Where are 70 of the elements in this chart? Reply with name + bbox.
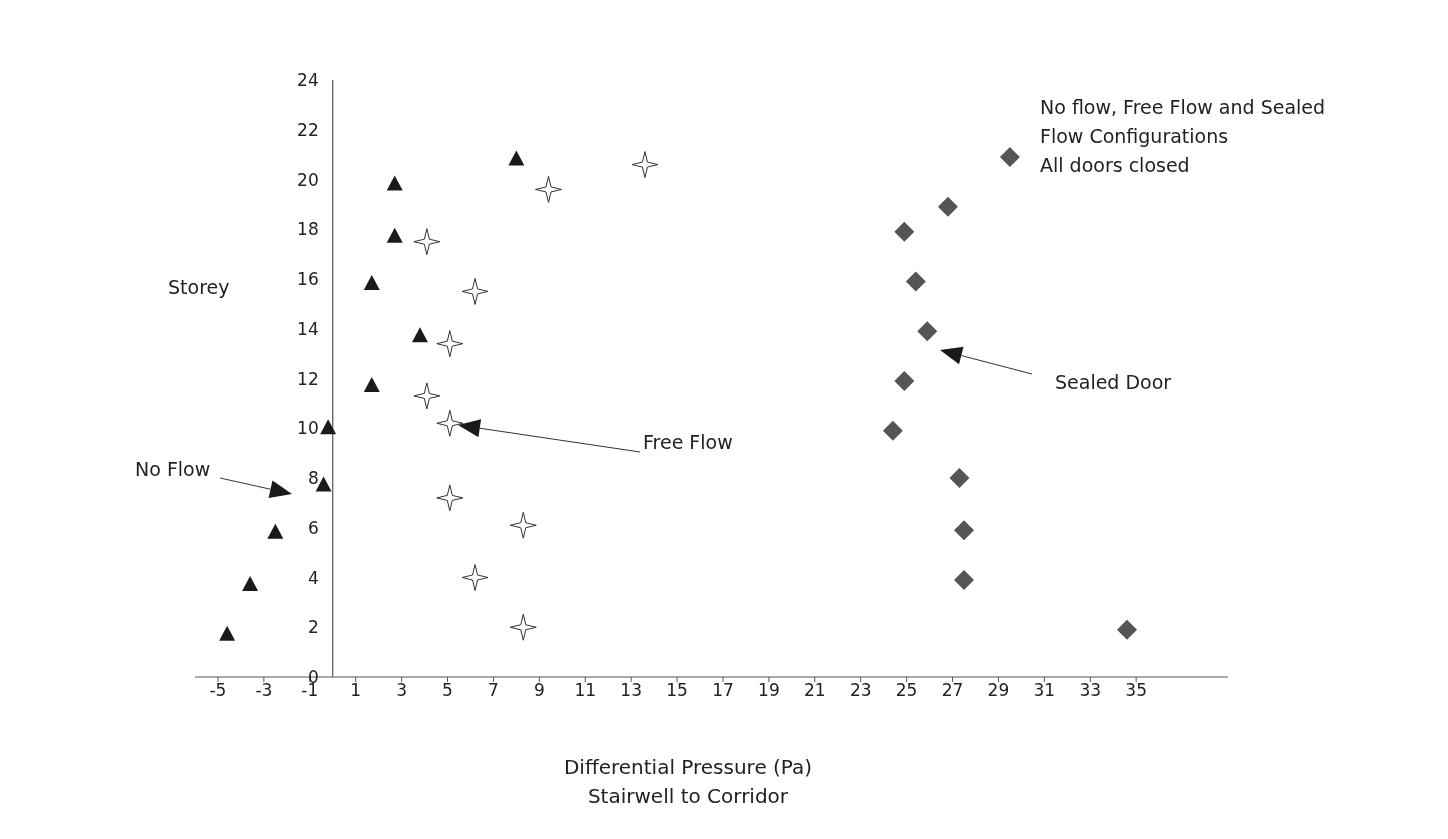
point [267,523,284,539]
point [461,277,489,305]
point [413,228,441,256]
x-tick-label: -5 [209,680,227,701]
x-tick-label: 19 [758,680,780,701]
x-tick-label: 1 [350,680,362,701]
point [411,327,428,343]
y-tick-label: 6 [307,517,319,538]
y-axis-title: Storey [168,276,230,298]
y-tick-label: 24 [297,70,319,90]
point [917,321,938,342]
point [436,409,464,437]
text: No flow, Free Flow and Sealed Flow Configurations All doors closed [1040,95,1327,178]
point [363,376,380,392]
point [535,175,563,203]
point [894,221,915,242]
point [949,468,970,488]
point [386,227,403,243]
y-tick-label: 12 [297,368,319,389]
point [219,625,236,641]
x-tick-label: 33 [1079,680,1102,701]
point [954,569,975,590]
x-tick-label: 11 [574,680,597,701]
x-tick-label: -3 [255,680,273,701]
x-tick-label: 27 [941,680,964,701]
point [386,175,403,191]
point [905,271,926,292]
y-tick-label: 2 [307,617,319,638]
x-tick-label: 17 [712,680,734,701]
y-tick-label: 8 [307,468,319,488]
x-tick-label: 3 [396,680,408,701]
x-tick-label: 7 [488,680,499,701]
x-tick-label: 35 [1125,680,1147,701]
point [999,147,1020,168]
point [461,564,489,591]
point [1117,619,1137,640]
point [413,382,441,410]
point [882,420,903,441]
annotation: Free Flow [643,431,733,453]
x-tick-label: 23 [849,680,872,701]
point [937,196,958,217]
y-tick-label: 4 [307,567,319,588]
point [436,330,464,358]
x-tick-label: 31 [1033,680,1056,701]
point [320,419,337,435]
point [894,370,915,391]
point [508,150,525,166]
x-tick-label: 13 [620,680,642,701]
point [631,151,659,179]
point [242,575,259,591]
x-tick-label: 21 [803,680,826,701]
annotation: No Flow [135,458,211,480]
x-tick-label: 25 [895,680,918,701]
y-tick-label: 18 [297,219,319,240]
x-tick-label: 5 [442,680,453,701]
point [436,484,464,512]
y-tick-label: 10 [297,418,319,439]
point [363,274,380,290]
point [954,520,975,541]
y-tick-label: 20 [297,169,319,190]
x-tick-label: 29 [987,680,1010,701]
x-tick-label: 9 [533,680,545,701]
point [509,511,537,539]
x-axis-title: Differential Pressure (Pa) Stairwell to Corridor [562,754,814,810]
annotation: Sealed Door [1055,371,1172,393]
y-tick-label: 14 [297,318,319,339]
point [509,613,537,641]
y-tick-label: 22 [297,119,319,140]
x-tick-label: 15 [666,680,688,701]
y-tick-label: 16 [297,269,319,289]
